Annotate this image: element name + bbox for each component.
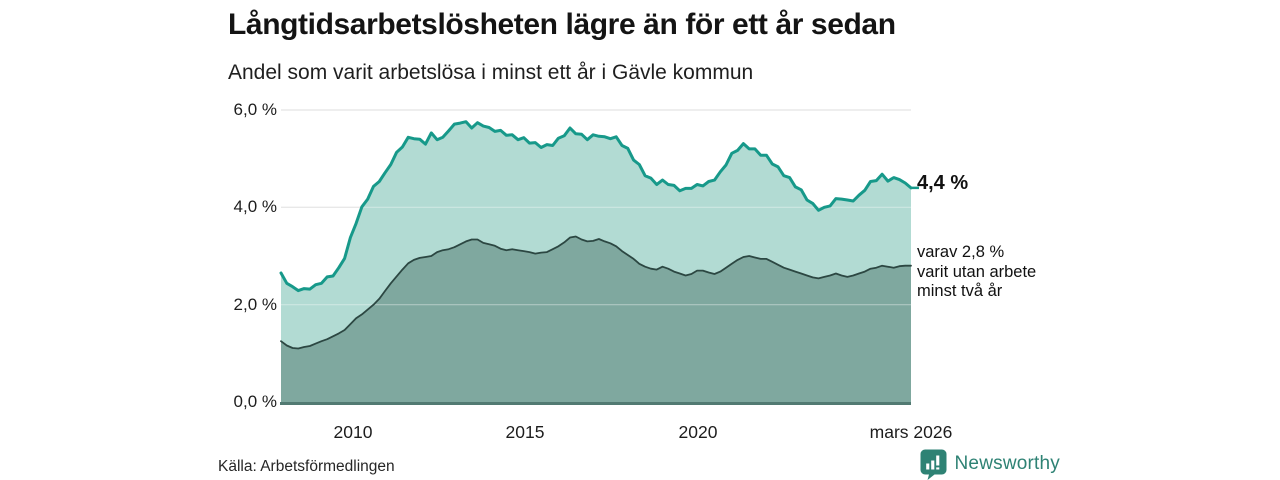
x-axis-label-2020: 2020 <box>678 422 718 442</box>
secondary-series-label: varav 2,8 % varit utan arbete minst två … <box>917 243 1036 302</box>
x-axis-label-mars-2026: mars 2026 <box>869 422 953 442</box>
secondary-series-label-line1: varav 2,8 % <box>917 243 1005 261</box>
secondary-series-label-line3: minst två år <box>917 282 1003 300</box>
latest-value-label: 4,4 % <box>917 172 969 194</box>
series-line <box>280 235 912 350</box>
series-line <box>279 120 913 293</box>
series-area <box>281 236 911 402</box>
y-axis-label-0: 0,0 % <box>233 392 277 411</box>
x-axis-label-2015: 2015 <box>505 422 545 442</box>
brand-name: Newsworthy <box>954 453 1060 474</box>
chart-subtitle: Andel som varit arbetslösa i minst ett å… <box>228 61 754 84</box>
y-axis-label-2: 2,0 % <box>233 295 277 314</box>
source-caption: Källa: Arbetsförmedlingen <box>218 458 395 475</box>
page-title: Långtidsarbetslösheten lägre än för ett … <box>228 8 896 41</box>
y-axis-label-6: 6,0 % <box>233 100 277 119</box>
brand-logo: Newsworthy <box>920 449 1060 480</box>
secondary-series-label-line2: varit utan arbete <box>917 262 1037 281</box>
newsworthy-badge-icon <box>920 449 947 480</box>
y-axis-label-4: 4,0 % <box>233 197 277 216</box>
x-axis-label-2010: 2010 <box>333 422 373 442</box>
